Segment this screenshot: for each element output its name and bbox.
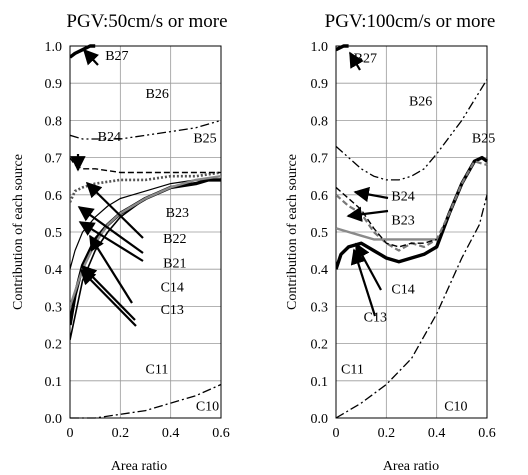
x-axis-label: Area ratio (383, 459, 439, 474)
series-label: C14 (161, 281, 184, 296)
y-tick-label: 0.3 (45, 300, 63, 315)
series-label: C11 (146, 362, 169, 377)
series-label: C10 (196, 400, 219, 415)
series-group (336, 44, 489, 419)
series-label: B25 (472, 132, 495, 147)
pointer-arrow (77, 206, 144, 254)
y-tick-label: 0.7 (45, 152, 63, 167)
y-tick-label: 0.0 (311, 412, 329, 427)
x-tick-label: 0.6 (212, 426, 230, 441)
y-tick-label: 0.1 (311, 375, 329, 390)
x-tick-label: 0.2 (378, 426, 396, 441)
pointer-arrow (350, 248, 377, 317)
series-label: C11 (341, 362, 364, 377)
x-tick-label: 0.4 (428, 426, 446, 441)
series-label: B27 (105, 49, 128, 64)
y-tick-label: 0.1 (45, 375, 63, 390)
series-line (70, 119, 222, 140)
chart-title: PGV:50cm/s or more (66, 11, 227, 32)
y-tick-label: 0.4 (45, 263, 63, 278)
y-tick-label: 1.0 (311, 40, 329, 55)
y-tick-label: 0.2 (311, 338, 329, 353)
series-line (70, 175, 222, 307)
series-label: B26 (146, 87, 169, 102)
y-tick-label: 0.3 (311, 300, 329, 315)
x-tick-label: 0.4 (162, 426, 180, 441)
series-line (70, 44, 96, 59)
series-line (336, 44, 349, 52)
y-axis-label: Contribution of each source (11, 154, 26, 310)
series-line (336, 194, 488, 419)
series-label: C14 (391, 282, 414, 297)
pointer-arrow (85, 181, 144, 239)
x-tick-label: 0.2 (112, 426, 130, 441)
chart-left: PGV:50cm/s or more Area ratio 0 0.2 0.4 0.6… (45, 11, 230, 474)
y-tick-label: 0.6 (45, 189, 63, 204)
series-label: B23 (166, 206, 189, 221)
y-tick-label: 0.9 (311, 77, 329, 92)
y-tick-label: 0.4 (311, 263, 329, 278)
series-line (336, 160, 488, 252)
y-tick-label: 1.0 (45, 40, 63, 55)
pointer-arrow (78, 221, 144, 262)
series-line (70, 178, 221, 326)
plot-frame (69, 45, 222, 419)
pointer-arrow (349, 51, 364, 71)
pointer-arrow (79, 268, 137, 327)
y-tick-label: 0.2 (45, 338, 63, 353)
plot-frame (335, 45, 488, 419)
y-tick-label: 0.5 (311, 226, 329, 241)
series-label: B24 (391, 189, 414, 204)
series-line (70, 175, 222, 270)
y-tick-label: 0.5 (45, 226, 63, 241)
y-tick-label: 0.8 (45, 114, 63, 129)
chart-right: PGV:100cm/s or more Area ratio Contribut… (285, 11, 496, 474)
y-tick-label: 0.8 (311, 114, 329, 129)
x-axis-label: Area ratio (111, 459, 167, 474)
x-tick-label: 0.6 (478, 426, 496, 441)
series-line (70, 179, 221, 341)
series-line (336, 227, 437, 241)
series-label: B21 (163, 256, 186, 271)
pointer-arrow (80, 264, 136, 321)
series-label: B24 (98, 130, 121, 145)
series-line (70, 157, 221, 174)
series-line (336, 186, 437, 248)
chart-title: PGV:100cm/s or more (325, 11, 496, 32)
series-line (336, 79, 488, 181)
pointer-arrow (82, 48, 100, 66)
y-axis-label: Contribution of each source (285, 154, 300, 310)
series-line (336, 155, 489, 270)
y-tick-label: 0.0 (45, 412, 63, 427)
series-line (70, 383, 222, 419)
series-label: C10 (444, 400, 467, 415)
series-label: B25 (193, 132, 216, 147)
series-label: B23 (391, 214, 414, 229)
y-tick-label: 0.7 (311, 152, 329, 167)
series-label: C13 (364, 310, 387, 325)
series-label: B22 (163, 232, 186, 247)
y-tick-label: 0.6 (311, 189, 329, 204)
pointer-arrow (353, 186, 389, 203)
series-label: B26 (409, 95, 432, 110)
y-tick-label: 0.9 (45, 77, 63, 92)
x-tick-label: 0 (333, 426, 340, 441)
pointer-arrow (89, 234, 133, 304)
x-tick-label: 0 (67, 426, 74, 441)
series-label: C13 (161, 303, 184, 318)
pointer-arrow (346, 206, 389, 222)
